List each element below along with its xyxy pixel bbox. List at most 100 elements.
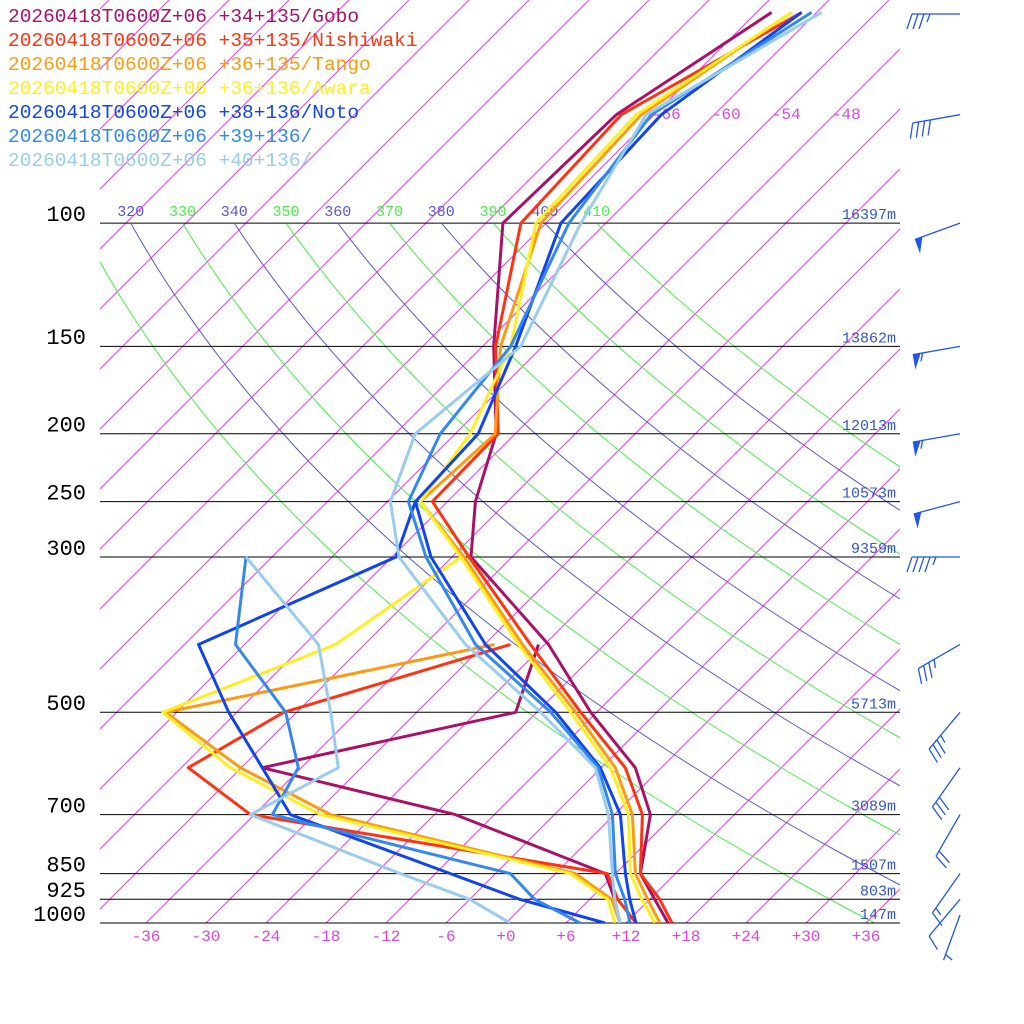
legend-entry: 20260418T0600Z+06 +38+136/Noto <box>8 102 359 124</box>
barb-full <box>928 935 938 950</box>
barb-full <box>921 120 926 137</box>
legend-entry: 20260418T0600Z+06 +36+135/Tango <box>8 54 371 76</box>
isotherm <box>445 468 900 923</box>
y-tick-label: 250 <box>46 481 86 506</box>
barb-full <box>936 739 946 754</box>
isotherm <box>100 0 650 550</box>
barb-shaft <box>912 345 961 356</box>
y-tick-label: 500 <box>46 692 86 717</box>
y-tick-label: 150 <box>46 326 86 351</box>
barb-full <box>928 748 938 763</box>
dewpoint-line <box>260 644 622 923</box>
barb-full <box>931 806 943 821</box>
x-tick-label: +18 <box>672 928 701 946</box>
dewpoint-line <box>234 556 581 923</box>
barb-full <box>932 744 942 759</box>
barb-full <box>917 668 923 685</box>
isotherm <box>805 828 900 923</box>
barb-shaft <box>912 433 961 443</box>
x-tick-label: -18 <box>312 928 341 946</box>
isotherm <box>325 348 900 923</box>
adiabat-label: 320 <box>117 204 144 221</box>
x-tick-label: -24 <box>252 928 281 946</box>
legend-entry: 20260418T0600Z+06 +34+135/Gobo <box>8 6 359 28</box>
isotherm <box>100 0 350 250</box>
barb-shaft <box>913 500 961 515</box>
dewpoint-line <box>197 501 606 923</box>
adiabat-label: 330 <box>169 204 196 221</box>
x-tick-label: +36 <box>852 928 881 946</box>
isotherm <box>100 0 830 730</box>
adiabat-label: 370 <box>376 204 403 221</box>
adiabat <box>182 224 900 836</box>
height-label: 803m <box>860 883 896 900</box>
barb-half <box>945 953 953 961</box>
adiabat-label: 390 <box>480 204 507 221</box>
barb-full <box>906 556 913 573</box>
barb-full <box>918 13 925 30</box>
barb-shaft <box>931 767 961 808</box>
barb-shaft <box>928 898 961 937</box>
barb-full <box>938 850 950 864</box>
wind-barbs <box>906 13 961 961</box>
isotherm-label: -54 <box>772 106 801 124</box>
temperature-line <box>406 11 813 923</box>
barb-shaft <box>931 873 961 914</box>
x-tick-label: -36 <box>132 928 161 946</box>
y-tick-label: 700 <box>46 794 86 819</box>
height-label: 1507m <box>851 858 896 875</box>
height-label: 16397m <box>842 207 896 224</box>
isotherm <box>745 768 900 923</box>
height-label: 10573m <box>842 486 896 503</box>
barb-flag <box>914 236 923 254</box>
profiles <box>161 11 823 923</box>
legend-entry: 20260418T0600Z+06 +40+136/ <box>8 150 312 172</box>
barb-shaft <box>912 114 961 124</box>
barb-shaft <box>928 711 961 750</box>
barb-shaft <box>942 914 961 961</box>
temperature-line <box>418 11 793 923</box>
barb-full <box>918 556 925 573</box>
adiabat <box>389 224 900 645</box>
y-tick-label: 1000 <box>33 903 86 928</box>
temperature-line <box>430 11 803 923</box>
barb-full <box>927 119 932 136</box>
x-tick-label: +30 <box>792 928 821 946</box>
height-label: 12013m <box>842 418 896 435</box>
y-tick-label: 100 <box>46 203 86 228</box>
barb-full <box>938 796 950 811</box>
adiabat <box>493 224 900 555</box>
isotherm <box>100 108 900 910</box>
adiabat-labels: 310 320 330 340 350 360 370 380 390 400 410 <box>117 204 610 221</box>
legend-entry: 20260418T0600Z+06 +36+136/Awara <box>8 78 371 100</box>
barb-full <box>912 13 919 30</box>
x-tick-label: +12 <box>612 928 641 946</box>
barb-full <box>928 662 933 679</box>
adiabat <box>130 224 900 886</box>
barb-shaft <box>918 643 961 670</box>
isotherm <box>265 288 900 923</box>
isotherm <box>565 588 900 923</box>
y-tick-label: 850 <box>46 853 86 878</box>
adiabat <box>286 224 900 739</box>
barb-full <box>912 556 919 573</box>
temperature-line <box>413 11 803 923</box>
x-tick-label: +0 <box>496 928 515 946</box>
adiabat <box>441 224 900 600</box>
adiabat-label: 360 <box>324 204 351 221</box>
adiabat-label: 350 <box>273 204 300 221</box>
isotherm <box>865 888 900 923</box>
y-tick-label: 200 <box>46 414 86 439</box>
adiabat <box>596 224 900 468</box>
isotherm <box>100 0 470 370</box>
isotherm-label: -60 <box>712 106 741 124</box>
isotherm <box>100 0 710 610</box>
barb-full <box>935 801 946 816</box>
x-tick-label: -12 <box>372 928 401 946</box>
isotherm <box>505 528 900 923</box>
height-label: 9359m <box>851 541 896 558</box>
y-tick-label: 300 <box>46 537 86 562</box>
isotherm <box>100 0 410 310</box>
